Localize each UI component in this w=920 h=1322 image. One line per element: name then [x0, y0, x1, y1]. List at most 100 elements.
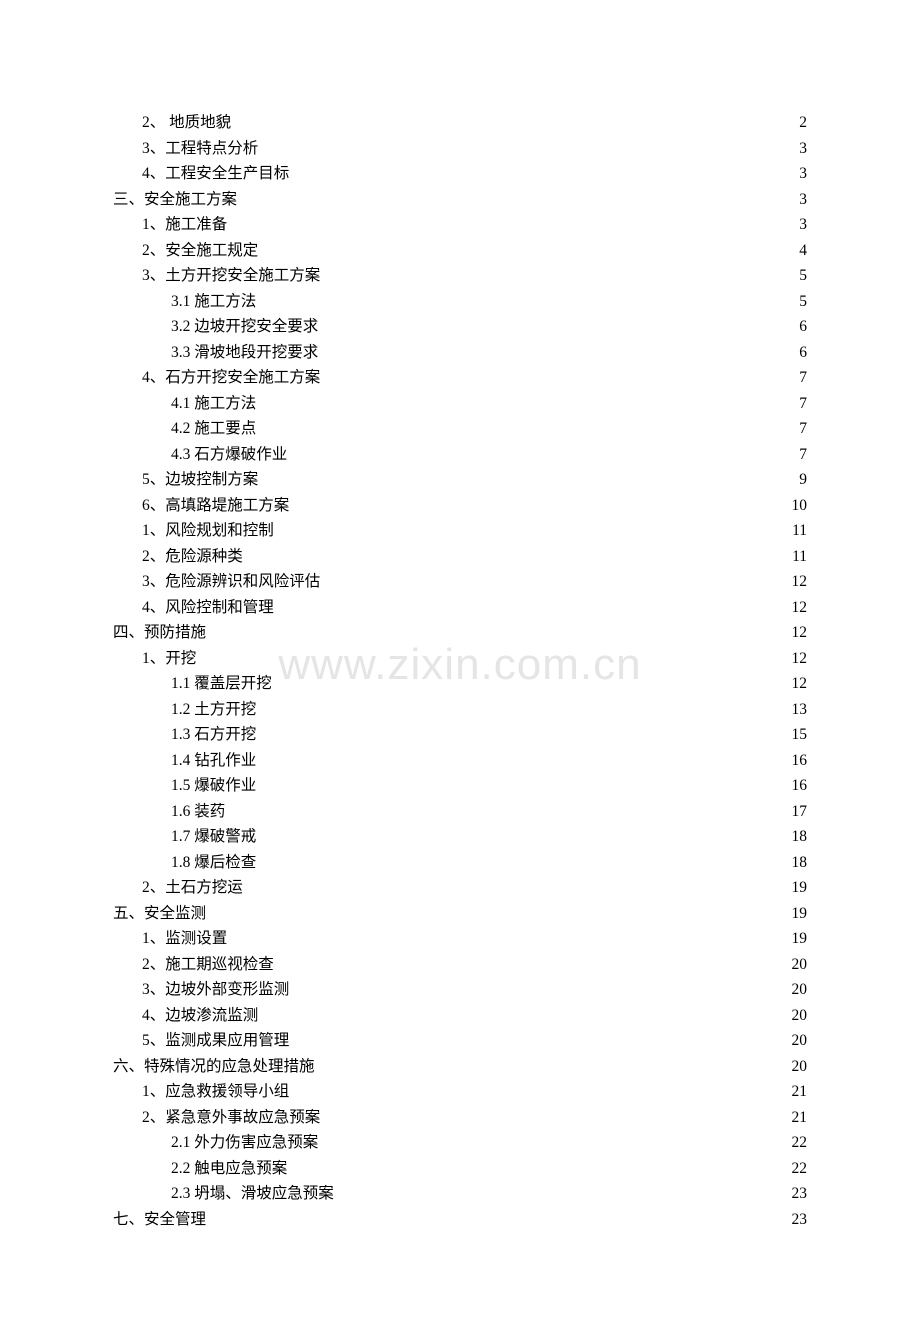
- toc-label: 1、风险规划和控制: [142, 518, 274, 544]
- toc-entry: 5、监测成果应用管理 20: [113, 1028, 807, 1054]
- toc-entry: 五、安全监测 19: [113, 901, 807, 927]
- toc-label: 1.2 土方开挖: [171, 697, 256, 723]
- toc-entry: 3、边坡外部变形监测 20: [113, 977, 807, 1003]
- toc-label: 2.2 触电应急预案: [171, 1156, 287, 1182]
- toc-page: 11: [792, 518, 807, 544]
- toc-label: 3、土方开挖安全施工方案: [142, 263, 320, 289]
- toc-entry: 1.7 爆破警戒18: [113, 824, 807, 850]
- toc-entry: 2.2 触电应急预案 22: [113, 1156, 807, 1182]
- toc-label: 1.1 覆盖层开挖: [171, 671, 272, 697]
- toc-page: 23: [792, 1181, 808, 1207]
- toc-page: 22: [792, 1156, 808, 1182]
- toc-label: 四、预防措施: [113, 620, 206, 646]
- toc-page: 9: [799, 467, 807, 493]
- toc-entry: 1.3 石方开挖 15: [113, 722, 807, 748]
- toc-page: 16: [792, 748, 808, 774]
- toc-entry: 1.4 钻孔作业 16: [113, 748, 807, 774]
- toc-page: 20: [792, 952, 808, 978]
- toc-page: 18: [792, 850, 808, 876]
- toc-entry: 1.8 爆后检查 18: [113, 850, 807, 876]
- toc-page: 7: [799, 442, 807, 468]
- toc-entry: 2、安全施工规定4: [113, 238, 807, 264]
- toc-page: 7: [799, 391, 807, 417]
- toc-page: 19: [792, 875, 808, 901]
- toc-entry: 4、风险控制和管理12: [113, 595, 807, 621]
- toc-entry: 七、安全管理23: [113, 1207, 807, 1233]
- toc-label: 1、开挖: [142, 646, 196, 672]
- toc-label: 3、危险源辨识和风险评估: [142, 569, 320, 595]
- toc-page: 11: [792, 544, 807, 570]
- toc-label: 2.1 外力伤害应急预案: [171, 1130, 318, 1156]
- toc-page: 18: [792, 824, 808, 850]
- toc-entry: 1、开挖 12: [113, 646, 807, 672]
- toc-entry: 4.2 施工要点7: [113, 416, 807, 442]
- toc-entry: 2、危险源种类 11: [113, 544, 807, 570]
- toc-label: 五、安全监测: [113, 901, 206, 927]
- toc-entry: 1.1 覆盖层开挖 12: [113, 671, 807, 697]
- toc-page: 19: [792, 901, 808, 927]
- toc-label: 1.8 爆后检查: [171, 850, 256, 876]
- toc-label: 1.4 钻孔作业: [171, 748, 256, 774]
- toc-label: 4、石方开挖安全施工方案: [142, 365, 320, 391]
- toc-page: 12: [792, 595, 808, 621]
- toc-entry: 2.1 外力伤害应急预案22: [113, 1130, 807, 1156]
- toc-entry: 六、特殊情况的应急处理措施20: [113, 1054, 807, 1080]
- toc-entry: 3.1 施工方法 5: [113, 289, 807, 315]
- toc-label: 1.5 爆破作业: [171, 773, 256, 799]
- toc-page: 6: [799, 314, 807, 340]
- toc-page: 5: [799, 289, 807, 315]
- toc-entry: 5、边坡控制方案9: [113, 467, 807, 493]
- toc-label: 3.1 施工方法: [171, 289, 256, 315]
- toc-page: 20: [792, 1003, 808, 1029]
- toc-entry: 1.6 装药 17: [113, 799, 807, 825]
- toc-label: 2、危险源种类: [142, 544, 243, 570]
- toc-label: 6、高填路堤施工方案: [142, 493, 289, 519]
- toc-entry: 2、 地质地貌2: [113, 110, 807, 136]
- toc-entry: 3.2 边坡开挖安全要求6: [113, 314, 807, 340]
- toc-page: 15: [792, 722, 808, 748]
- toc-label: 4、工程安全生产目标: [142, 161, 289, 187]
- toc-label: 3.3 滑坡地段开挖要求: [171, 340, 318, 366]
- toc-page: 3: [799, 161, 807, 187]
- toc-entry: 3、危险源辨识和风险评估 12: [113, 569, 807, 595]
- toc-page: 20: [792, 977, 808, 1003]
- toc-entry: 1.2 土方开挖 13: [113, 697, 807, 723]
- toc-entry: 三、安全施工方案3: [113, 187, 807, 213]
- toc-label: 5、监测成果应用管理: [142, 1028, 289, 1054]
- toc-page: 13: [792, 697, 808, 723]
- toc-entry: 2、土石方挖运 19: [113, 875, 807, 901]
- toc-label: 3、边坡外部变形监测: [142, 977, 289, 1003]
- toc-entry: 2、紧急意外事故应急预案21: [113, 1105, 807, 1131]
- toc-page: 12: [792, 646, 808, 672]
- toc-page: 21: [792, 1105, 808, 1131]
- toc-entry: 1、应急救援领导小组21: [113, 1079, 807, 1105]
- toc-label: 1.6 装药: [171, 799, 225, 825]
- toc-page: 10: [792, 493, 808, 519]
- toc-label: 4、边坡渗流监测: [142, 1003, 258, 1029]
- toc-page: 12: [792, 620, 808, 646]
- toc-label: 1、监测设置: [142, 926, 227, 952]
- toc-entry: 4、边坡渗流监测 20: [113, 1003, 807, 1029]
- toc-label: 4.3 石方爆破作业: [171, 442, 287, 468]
- toc-page: 20: [792, 1028, 808, 1054]
- toc-page: 17: [792, 799, 808, 825]
- toc-page: 12: [792, 671, 808, 697]
- toc-entry: 四、预防措施 12: [113, 620, 807, 646]
- toc-page: 6: [799, 340, 807, 366]
- toc-entry: 4、工程安全生产目标 3: [113, 161, 807, 187]
- toc-label: 六、特殊情况的应急处理措施: [113, 1054, 315, 1080]
- toc-entry: 1、施工准备3: [113, 212, 807, 238]
- toc-label: 1、应急救援领导小组: [142, 1079, 289, 1105]
- toc-label: 4.1 施工方法: [171, 391, 256, 417]
- toc-label: 4.2 施工要点: [171, 416, 256, 442]
- toc-page: 12: [792, 569, 808, 595]
- toc-list: 2、 地质地貌23、工程特点分析34、工程安全生产目标3三、安全施工方案31、施…: [113, 110, 807, 1232]
- toc-entry: 4.3 石方爆破作业 7: [113, 442, 807, 468]
- toc-label: 1.3 石方开挖: [171, 722, 256, 748]
- toc-entry: 3.3 滑坡地段开挖要求 6: [113, 340, 807, 366]
- toc-label: 2、土石方挖运: [142, 875, 243, 901]
- toc-entry: 1、风险规划和控制 11: [113, 518, 807, 544]
- toc-label: 2.3 坍塌、滑坡应急预案: [171, 1181, 334, 1207]
- toc-page: 5: [799, 263, 807, 289]
- toc-entry: 6、高填路堤施工方案 10: [113, 493, 807, 519]
